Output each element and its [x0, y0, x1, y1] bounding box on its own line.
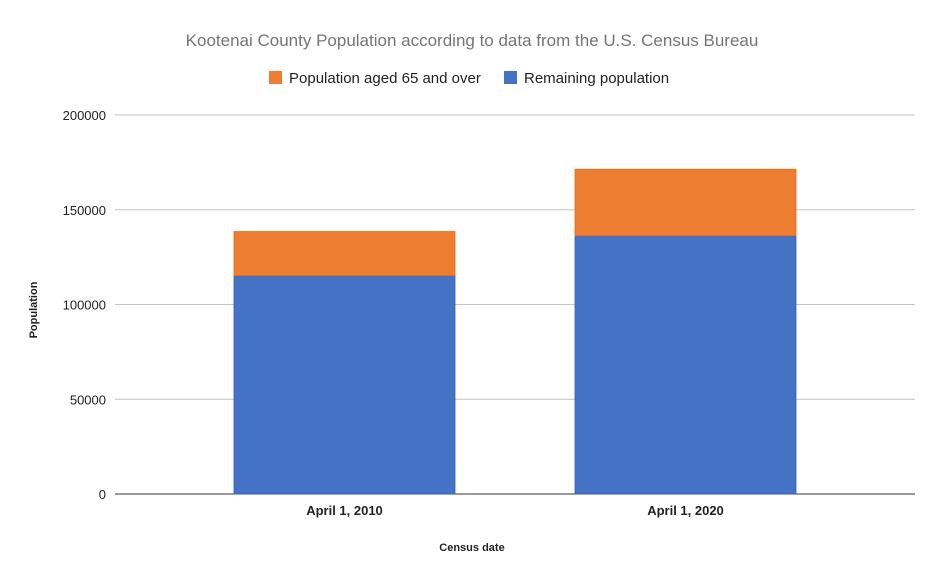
y-tick-label: 200000 — [63, 108, 106, 123]
y-axis-label: Population — [28, 281, 40, 338]
x-tick-label: April 1, 2010 — [306, 503, 383, 518]
legend-label: Remaining population — [524, 70, 669, 87]
bar-segment — [233, 275, 456, 495]
legend-label: Population aged 65 and over — [289, 70, 481, 87]
bar-segment — [574, 235, 797, 495]
chart-title: Kootenai County Population according to … — [186, 31, 759, 50]
bars — [233, 168, 797, 495]
legend-swatch — [504, 71, 517, 84]
y-tick-label: 0 — [99, 487, 106, 502]
y-tick-label: 50000 — [70, 392, 106, 407]
legend: Population aged 65 and over Remaining pop… — [269, 70, 669, 87]
bar-segment — [574, 168, 797, 237]
y-tick-label: 150000 — [63, 203, 106, 218]
x-axis-label: Census date — [439, 542, 504, 554]
y-tick-label: 100000 — [63, 298, 106, 313]
x-tick-label: April 1, 2020 — [647, 503, 724, 518]
bar-segment — [233, 231, 456, 277]
legend-swatch — [269, 71, 282, 84]
x-tick-labels: April 1, 2010 April 1, 2020 — [306, 503, 724, 518]
